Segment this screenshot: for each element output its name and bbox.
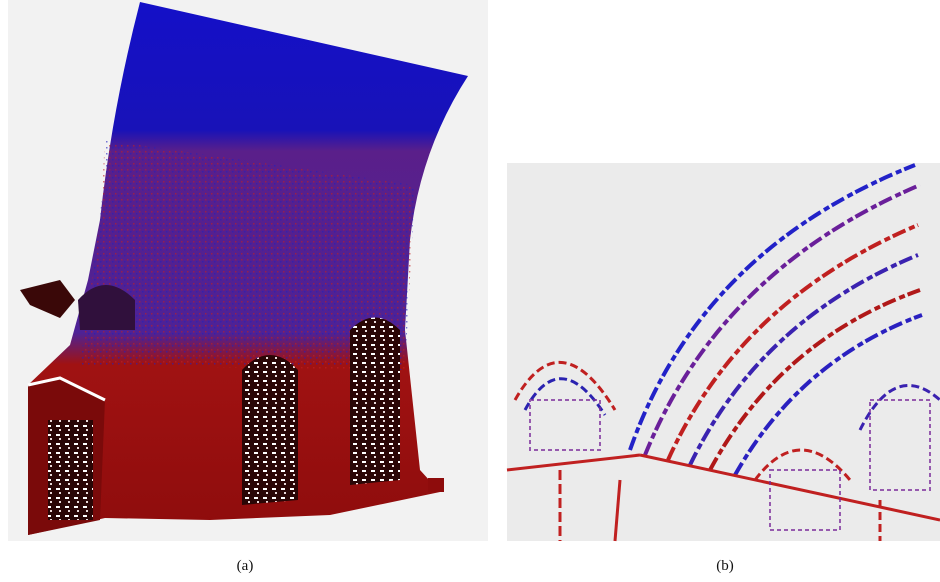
fragment (428, 478, 444, 492)
caption: (a) (237, 558, 254, 574)
panel-a: (a) (8, 0, 488, 574)
figure: (a) (b) (0, 0, 940, 582)
window (350, 318, 400, 486)
window (242, 355, 298, 505)
window (48, 420, 93, 520)
panel-background (507, 163, 940, 541)
caption: (b) (716, 558, 734, 574)
panel-b: (b) (507, 163, 940, 574)
